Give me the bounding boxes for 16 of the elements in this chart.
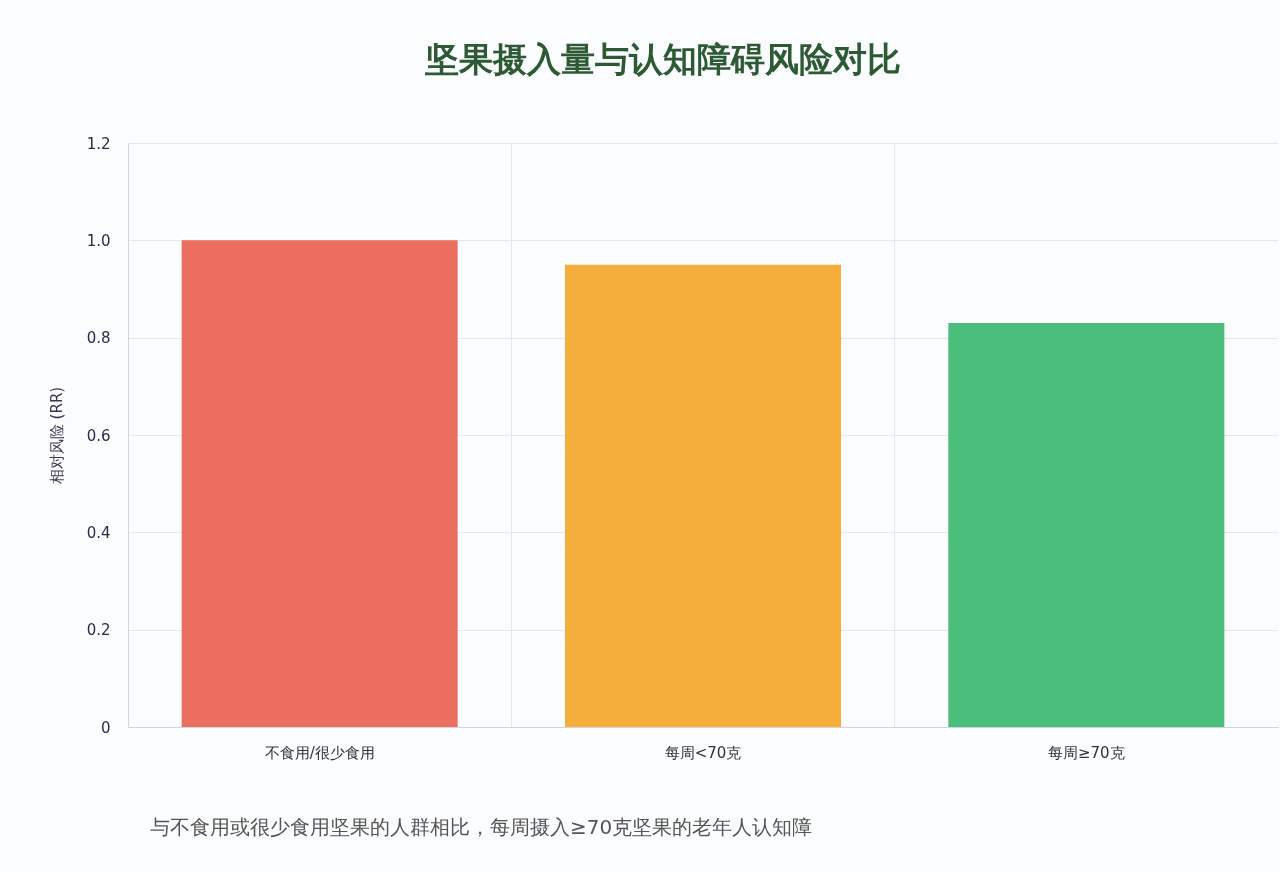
- bar: [181, 240, 458, 727]
- x-tick-label: 每周≥70克: [1048, 743, 1125, 762]
- text: 与不食用或很少食用坚果的人群相比，每周摄入≥70克坚果的老年人认知障: [150, 815, 813, 839]
- y-tick-label: 0.4: [86, 523, 111, 542]
- x-tick-label: 每周<70克: [664, 743, 742, 762]
- y-tick-label: 0.6: [86, 426, 111, 445]
- bar: [565, 264, 841, 727]
- y-tick-label: 0: [100, 718, 111, 737]
- chart-title: 坚果摄入量与认知障碍风险对比: [424, 39, 901, 79]
- x-tick-label: 不食用/很少食用: [264, 743, 375, 762]
- y-tick-label: 0.8: [86, 329, 111, 348]
- y-tick-label: 1.0: [86, 231, 111, 250]
- bar: [948, 323, 1225, 727]
- y-axis-title: 相对风险 (RR): [47, 386, 66, 485]
- y-tick-label: 1.2: [86, 134, 111, 153]
- y-tick-label: 0.2: [86, 621, 111, 640]
